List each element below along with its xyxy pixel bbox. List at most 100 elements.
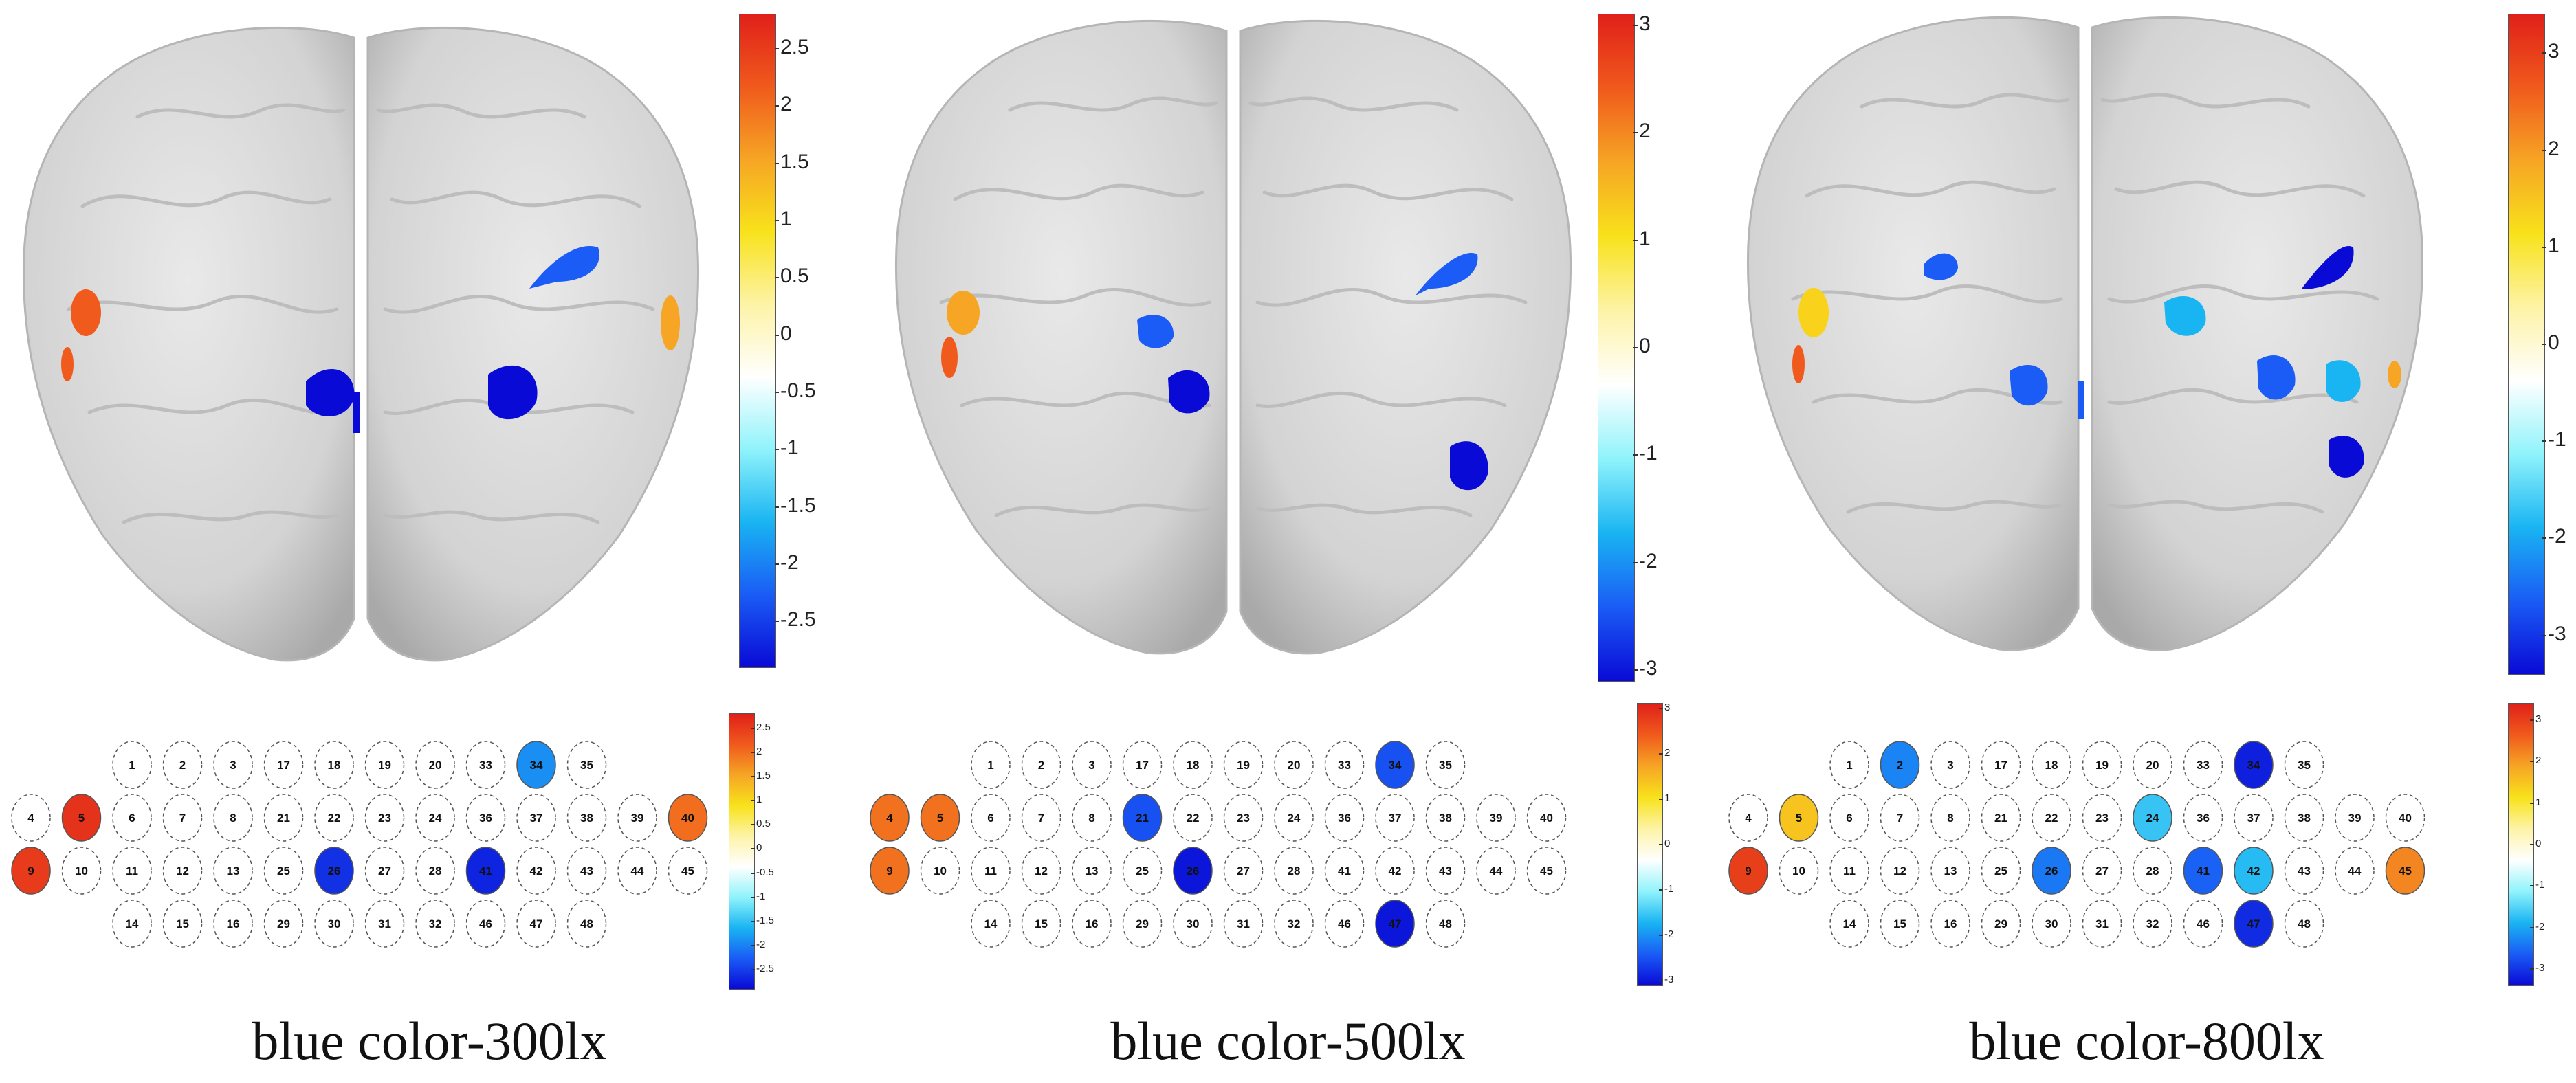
colorbar-tick: -1 [2535, 879, 2545, 891]
colorbar-mini-ticks: 3 2 1 0 -1 -2 -3 [2530, 703, 2573, 985]
electrode-33: 33 [2183, 741, 2223, 789]
electrode-label: 23 [378, 812, 391, 825]
electrode-label: 8 [230, 812, 236, 825]
electrode-33: 33 [1324, 741, 1365, 789]
colorbar-tick-mark [1633, 347, 1638, 348]
electrode-13: 13 [1930, 847, 1970, 895]
electrode-15: 15 [1021, 900, 1061, 948]
electrode-label: 14 [126, 917, 139, 930]
electrode-label: 4 [1745, 812, 1752, 825]
electrode-label: 11 [1843, 864, 1856, 878]
electrode-27: 27 [2082, 847, 2122, 895]
electrode-label: 3 [230, 759, 236, 772]
electrode-label: 10 [934, 864, 947, 878]
electrode-label: 38 [1439, 812, 1452, 825]
electrode-label: 20 [2146, 759, 2159, 772]
electrode-37: 37 [1375, 794, 1415, 842]
colorbar-tick-mark [2542, 246, 2546, 248]
electrode-label: 26 [1187, 864, 1200, 878]
electrode-7: 7 [1880, 794, 1920, 842]
electrode-41: 41 [465, 847, 506, 895]
colorbar-tick-mark [751, 824, 755, 826]
electrode-label: 45 [1540, 864, 1553, 878]
colorbar-tick: 3 [2548, 40, 2560, 63]
colorbar-tick: -1 [2548, 428, 2566, 451]
right-hemisphere [366, 26, 699, 662]
electrode-label: 27 [378, 864, 391, 878]
electrode-28: 28 [415, 847, 455, 895]
electrode-label: 15 [1893, 917, 1906, 930]
electrode-label: 34 [2247, 759, 2260, 772]
colorbar-tick-mark [775, 105, 779, 107]
colorbar-tick: -1.5 [756, 914, 774, 926]
electrode-28: 28 [1274, 847, 1314, 895]
colorbar-tick-mark [1659, 889, 1663, 891]
electrode-27: 27 [1223, 847, 1264, 895]
electrode-38: 38 [2284, 794, 2324, 842]
electrode-label: 26 [328, 864, 341, 878]
electrode-44: 44 [1476, 847, 1516, 895]
electrode-45: 45 [668, 847, 708, 895]
electrode-label: 9 [27, 864, 34, 878]
electrode-label: 43 [2298, 864, 2311, 878]
colorbar-tick: -2 [780, 551, 799, 574]
electrode-39: 39 [1476, 794, 1516, 842]
electrode-label: 5 [78, 812, 85, 825]
electrode-12: 12 [1880, 847, 1920, 895]
electrode-41: 41 [1324, 847, 1365, 895]
electrode-16: 16 [1930, 900, 1970, 948]
electrode-label: 42 [530, 864, 543, 878]
electrode-label: 13 [227, 864, 240, 878]
colorbar-tick: 0.5 [780, 265, 809, 288]
colorbar-tick: -1.5 [780, 493, 816, 517]
electrode-30: 30 [314, 900, 354, 948]
electrode-label: 6 [129, 812, 135, 825]
electrode-label: 31 [2095, 917, 2109, 930]
electrode-label: 24 [1288, 812, 1301, 825]
electrode-label: 48 [1439, 917, 1452, 930]
electrode-7: 7 [1021, 794, 1061, 842]
electrode-47: 47 [2234, 900, 2274, 948]
electrode-label: 2 [179, 759, 186, 772]
colorbar-tick: 3 [1664, 701, 1671, 713]
electrode-label: 25 [277, 864, 290, 878]
colorbar-tick-mark [2542, 634, 2546, 636]
electrode-17: 17 [1981, 741, 2021, 789]
colorbar-tick: -2 [1639, 549, 1658, 572]
electrode-25: 25 [1122, 847, 1163, 895]
activation-blobs [61, 246, 680, 433]
electrode-6: 6 [112, 794, 152, 842]
electrode-5: 5 [1779, 794, 1819, 842]
electrode-6: 6 [971, 794, 1011, 842]
electrode-label: 17 [1136, 759, 1149, 772]
colorbar-tick-mark [751, 896, 755, 898]
electrode-label: 4 [27, 812, 34, 825]
electrode-24: 24 [1274, 794, 1314, 842]
colorbar-tick-mark [1659, 935, 1663, 937]
electrode-14: 14 [112, 900, 152, 948]
electrode-45: 45 [1526, 847, 1567, 895]
colorbar-tick-mark [1659, 707, 1663, 709]
electrode-37: 37 [516, 794, 556, 842]
electrode-43: 43 [566, 847, 607, 895]
electrode-2: 2 [1880, 741, 1920, 789]
electrode-label: 11 [126, 864, 138, 878]
colorbar-tick: -3 [2548, 622, 2566, 645]
electrode-42: 42 [2234, 847, 2274, 895]
electrode-35: 35 [2284, 741, 2324, 789]
colorbar-tick: -2 [1664, 928, 1674, 941]
panel-caption: blue color-800lx [1969, 1011, 2324, 1071]
electrode-label: 9 [886, 864, 892, 878]
colorbar-tick-mark [775, 334, 779, 336]
electrode-21: 21 [1981, 794, 2021, 842]
colorbar-tick-mark [775, 220, 779, 221]
electrode-46: 46 [2183, 900, 2223, 948]
electrode-39: 39 [617, 794, 657, 842]
left-hemisphere [23, 26, 355, 662]
electrode-14: 14 [1829, 900, 1869, 948]
electrode-label: 3 [1947, 759, 1953, 772]
electrode-23: 23 [1223, 794, 1264, 842]
electrode-label: 30 [1187, 917, 1200, 930]
electrode-label: 25 [1136, 864, 1149, 878]
electrode-label: 4 [886, 812, 893, 825]
